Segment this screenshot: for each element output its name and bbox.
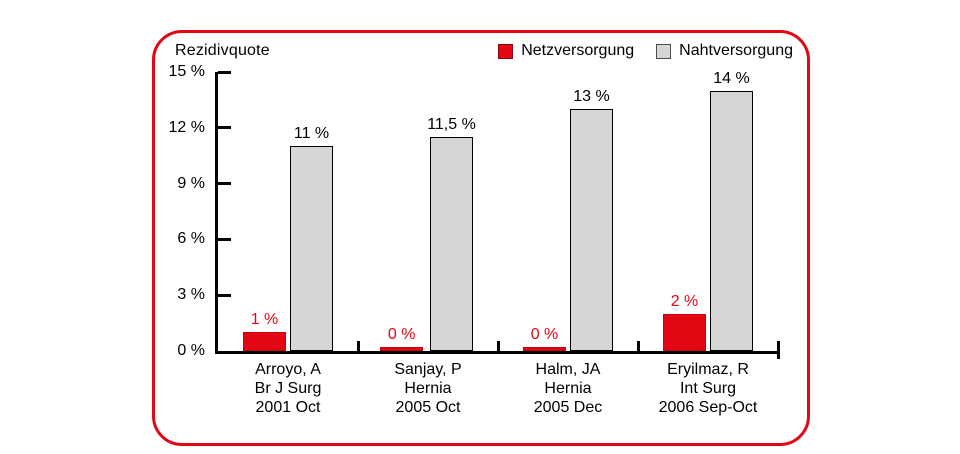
bar-column: 14 % [710,70,753,351]
bar-group: 0 % 13 % [498,88,638,351]
bar-nahtversorgung [710,90,753,351]
y-axis-label: 6 % [177,230,205,248]
bar-value-label: 0 % [530,326,559,343]
chart-card: Rezidivquote Netzversorgung Nahtversorgu… [152,30,810,446]
bar-column: 1 % [243,311,286,351]
y-axis-label: 15 % [168,63,205,80]
legend-swatch-gray-icon [656,43,672,59]
bar-netzversorgung [380,347,424,351]
y-axis-tick [218,182,231,186]
bar-nahtversorgung [570,109,613,351]
bar-netzversorgung [663,313,706,351]
y-axis-tick [218,70,231,74]
axis-separator-tick [496,341,500,351]
bar-value-label: 11 % [293,125,330,143]
y-axis-tick [218,126,231,130]
x-axis-category-label: Eryilmaz, R Int Surg 2006 Sep-Oct [658,361,758,416]
bar-column: 2 % [663,293,706,351]
y-axis-label: 9 % [177,174,205,192]
y-axis-label: 12 % [168,118,205,136]
y-axis-label: 0 % [177,342,205,359]
bar-value-label: 1 % [250,311,279,329]
bar-value-label: 11,5 % [427,116,476,134]
y-axis-label: 3 % [177,286,205,304]
y-axis-tick [218,293,231,297]
bar-column: 0 % [380,326,424,351]
chart-title: Rezidivquote [175,42,270,59]
legend-label-netzversorgung: Netzversorgung [521,42,635,59]
bar-group: 0 % 11,5 % [358,116,498,351]
bar-nahtversorgung [430,137,473,351]
bar-group: 1 % 11 % [218,125,358,351]
bar-nahtversorgung [290,146,333,351]
x-axis-category-label: Arroyo, A Br J Surg 2001 Oct [254,361,322,416]
axis-end-tick [777,341,780,359]
axis-separator-tick [636,341,640,351]
bar-value-label: 0 % [387,326,416,343]
legend-swatch-red-icon [498,43,514,59]
bar-column: 0 % [523,326,566,351]
axis-separator-tick [356,341,360,351]
bar-column: 11,5 % [427,116,476,351]
plot-area: 15 % 12 % 9 % 6 % 3 % 0 % 1 % 11 % Arroyo, A Br J… [169,63,780,416]
bar-group: 2 % 14 % [638,70,778,351]
bar-value-label: 2 % [670,292,699,310]
bar-value-label: 13 % [573,88,610,106]
x-axis-category-label: Halm, JA Hernia 2005 Dec [533,361,603,416]
bar-netzversorgung [243,332,286,351]
legend-item-netzversorgung: Netzversorgung [498,42,634,60]
legend-item-nahtversorgung: Nahtversorgung [656,42,793,60]
legend-label-nahtversorgung: Nahtversorgung [679,42,793,59]
x-axis-category-label: Sanjay, P Hernia 2005 Oct [394,361,462,416]
bar-value-label: 14 % [713,69,750,87]
legend: Netzversorgung Nahtversorgung [498,42,793,60]
bar-column: 11 % [290,125,333,351]
bar-netzversorgung [523,347,566,351]
bar-column: 13 % [570,88,613,351]
y-axis-tick [218,237,231,241]
